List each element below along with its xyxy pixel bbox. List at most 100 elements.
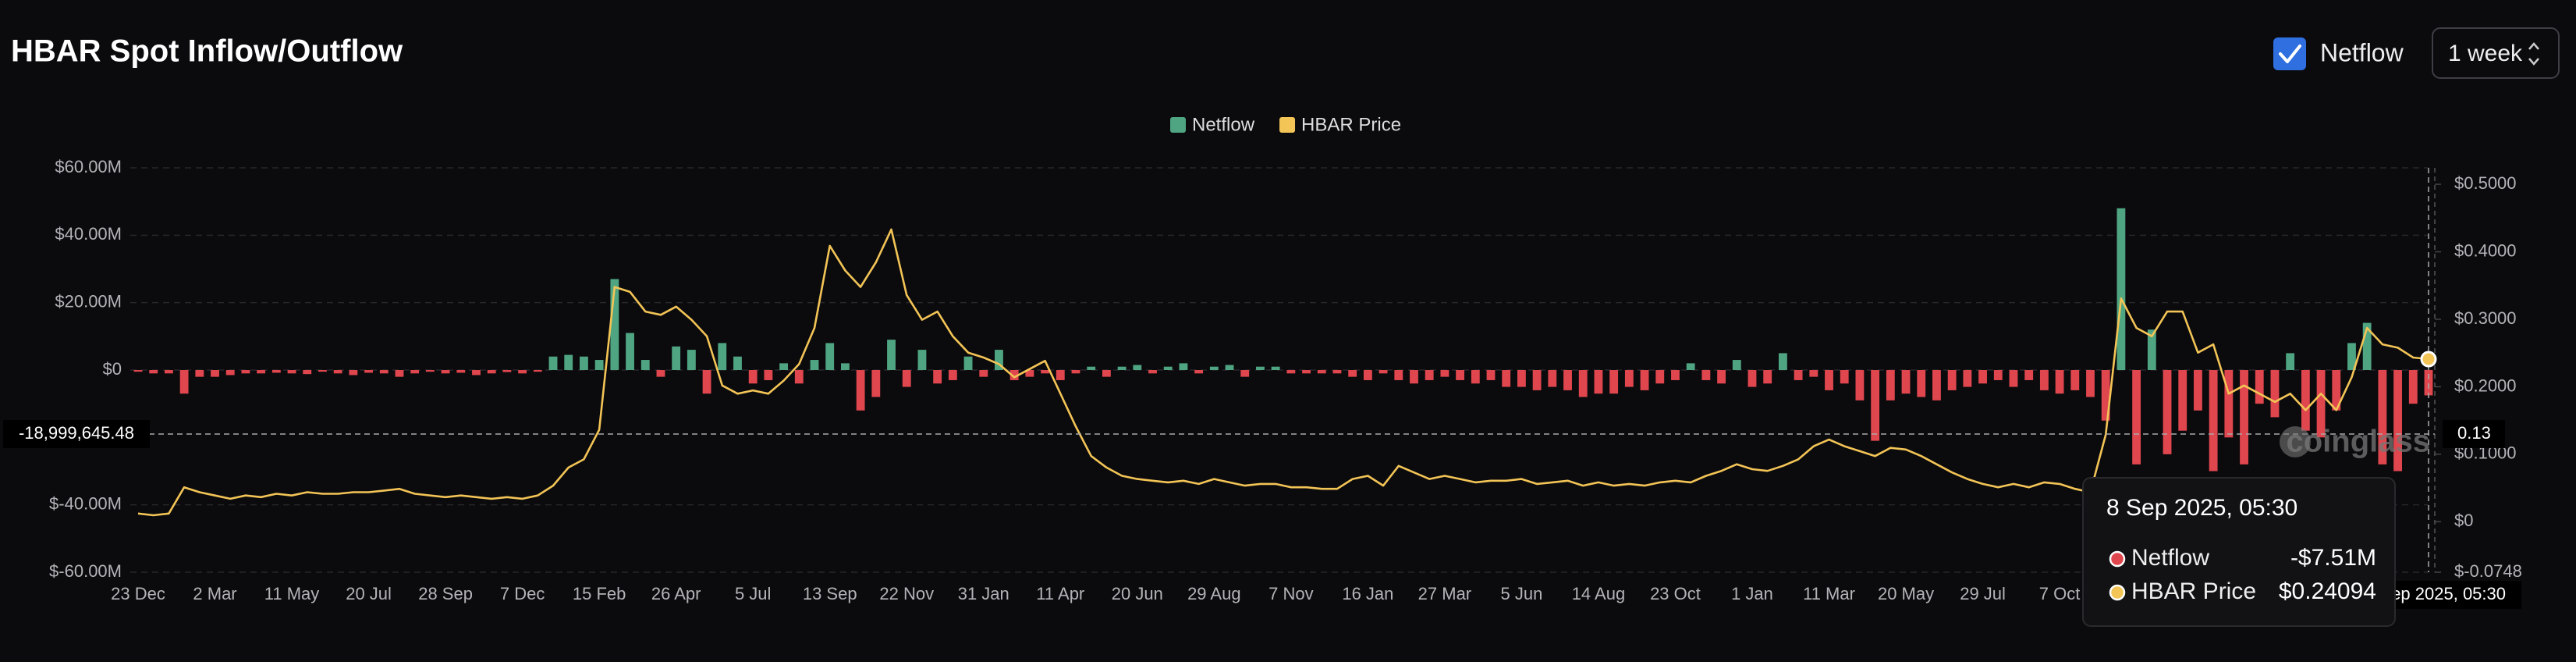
netflow-bar (257, 370, 266, 374)
netflow-bar (2024, 370, 2034, 380)
netflow-bar (1348, 370, 1357, 377)
x-tick-label: 20 May (1878, 584, 1934, 603)
y-tick-label: $40.00M (55, 224, 122, 244)
netflow-bar (1194, 370, 1204, 374)
netflow-bar (2194, 370, 2202, 411)
netflow-bar (364, 370, 373, 373)
x-tick-label: 7 Oct (2039, 584, 2081, 603)
x-tick-label: 11 Apr (1036, 584, 1084, 603)
netflow-bar (2362, 322, 2372, 370)
netflow-bar (1671, 370, 1680, 380)
netflow-bar (518, 370, 527, 374)
x-tick-label: 11 May (264, 584, 320, 603)
tooltip-name: HBAR Price (2131, 578, 2256, 604)
checkbox-box[interactable] (2273, 37, 2306, 70)
netflow-bar (1240, 370, 1250, 377)
netflow-bar (1932, 370, 1941, 400)
netflow-bar (1425, 370, 1434, 380)
y-tick-label: $0 (103, 359, 122, 379)
netflow-bar (764, 370, 773, 380)
crosshair-y-box (3, 420, 150, 449)
netflow-bar (2178, 370, 2187, 431)
netflow-bar (1286, 370, 1296, 374)
x-tick-label: 29 Aug (1187, 584, 1241, 603)
x-tick-label: 29 Jul (1960, 584, 2006, 603)
netflow-bar (640, 360, 650, 370)
netflow-bar (672, 346, 681, 370)
netflow-bar (1102, 370, 1111, 377)
netflow-bar (2408, 370, 2418, 404)
tooltip-name: Netflow (2131, 545, 2209, 571)
netflow-bar (379, 370, 389, 374)
netflow-bar (1778, 353, 1787, 370)
plot: $60.00M $40.00M $20.00M $0 $-40.00M $-60.00M $… (3, 114, 2522, 609)
netflow-bar (840, 363, 850, 370)
netflow-bar (2316, 370, 2326, 438)
netflow-bar (472, 370, 481, 375)
x-tick-label: 23 Dec (111, 584, 165, 603)
netflow-bar (2147, 329, 2156, 370)
netflow-bar (1578, 370, 1588, 397)
x-tick-label: 11 Mar (1803, 584, 1855, 603)
x-tick-label: 1 Jan (1731, 584, 1773, 603)
netflow-bar (1486, 370, 1496, 380)
netflow-bar (995, 350, 1003, 370)
netflow-bar (1410, 370, 1418, 384)
interval-select[interactable]: 1 week (2432, 27, 2560, 79)
x-tick-label: 14 Aug (1572, 584, 1626, 603)
legend-label: Netflow (1192, 114, 1255, 135)
x-tick-label: 20 Jul (346, 584, 392, 603)
netflow-bar (1594, 370, 1603, 394)
x-tick-label: 26 Apr (651, 584, 701, 603)
netflow-bar (1302, 370, 1311, 374)
select-label[interactable]: 1 week (2448, 41, 2523, 66)
netflow-bar (1855, 370, 1865, 400)
netflow-bar (963, 356, 973, 370)
netflow-bar (1378, 370, 1388, 374)
netflow-bar (1548, 370, 1557, 387)
y2-tick-label: $0.2000 (2454, 375, 2517, 395)
netflow-bar (2378, 370, 2387, 464)
netflow-bar (287, 370, 296, 374)
tooltip: 8 Sep 2025, 05:30 Netflow -$7.51M HBAR Pric… (2082, 477, 2396, 627)
netflow-bar (410, 370, 420, 374)
tooltip-value: -$7.51M (2290, 545, 2376, 571)
netflow-checkbox[interactable]: Netflow (2273, 37, 2404, 70)
netflow-bar (211, 370, 219, 377)
netflow-bar (502, 370, 512, 372)
netflow-bar (626, 333, 634, 370)
netflow-bar (1209, 366, 1219, 370)
netflow-bar (1655, 370, 1665, 384)
netflow-bar (1148, 370, 1157, 374)
netflow-bar (456, 370, 466, 373)
select-box[interactable] (2432, 27, 2560, 79)
netflow-bar (1732, 360, 1741, 370)
chevron-down (2528, 58, 2539, 66)
netflow-bar (2101, 370, 2110, 421)
netflow-bar (2424, 370, 2433, 396)
x-tick-label: 27 Mar (1418, 584, 1471, 603)
crosshair-y2-label: 0.13 (2457, 423, 2491, 443)
netflow-bar (1456, 370, 1465, 380)
netflow-bar (333, 370, 342, 374)
netflow-bar (1256, 366, 1265, 370)
x-tick-label: 5 Jun (1501, 584, 1543, 603)
netflow-bar (979, 370, 988, 377)
netflow-bar (1717, 370, 1726, 384)
x-tick-label: 28 Sep (418, 584, 473, 603)
netflow-bar (1056, 370, 1065, 380)
netflow-bar (2301, 370, 2310, 431)
netflow-bar (1563, 370, 1572, 390)
netflow-bar (902, 370, 911, 387)
checkbox-label[interactable]: Netflow (2320, 38, 2404, 66)
netflow-bar (441, 370, 450, 374)
netflow-bar (2055, 370, 2064, 394)
netflow-bar (794, 370, 804, 384)
netflow-bar (2224, 370, 2234, 438)
watermark-logo (2280, 426, 2311, 457)
netflow-bar (1271, 366, 1280, 370)
crosshair-y-label: -18,999,645.48 (19, 423, 134, 443)
x-tick-label: 7 Nov (1268, 584, 1313, 603)
netflow-bar (810, 360, 819, 370)
netflow-bar (271, 370, 281, 373)
